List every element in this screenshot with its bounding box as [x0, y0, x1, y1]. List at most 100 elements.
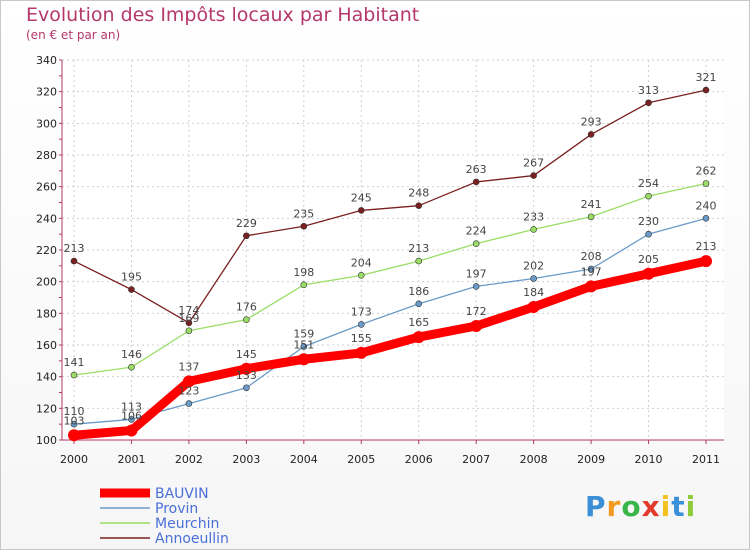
data-label-meurchin: 254: [638, 177, 659, 190]
data-label-bauvin: 103: [64, 414, 85, 427]
y-tick-label: 340: [36, 54, 57, 67]
data-point-bauvin: [700, 255, 712, 268]
data-point-bauvin: [642, 267, 655, 280]
data-label-meurchin: 233: [523, 210, 544, 223]
data-point-provin: [357, 321, 365, 328]
data-label-meurchin: 169: [178, 312, 199, 325]
data-point-meurchin: [128, 363, 135, 371]
data-label-annoeullin: 248: [408, 187, 429, 200]
data-label-bauvin: 197: [581, 265, 602, 278]
data-label-bauvin: 137: [178, 360, 199, 373]
data-label-meurchin: 204: [351, 256, 372, 269]
data-point-provin: [472, 283, 480, 290]
data-label-meurchin: 262: [696, 165, 717, 178]
series-layer: [68, 86, 712, 442]
data-label-meurchin: 176: [236, 301, 257, 314]
x-tick-label: 2006: [405, 453, 433, 466]
data-label-annoeullin: 174: [178, 304, 199, 317]
data-point-annoeullin: [645, 99, 652, 107]
x-tick-label: 2009: [577, 453, 605, 466]
data-point-provin: [185, 400, 193, 407]
data-point-bauvin: [470, 320, 483, 332]
data-point-meurchin: [530, 226, 537, 233]
series-line-meurchin: [73, 182, 707, 376]
data-point-annoeullin: [415, 202, 423, 209]
x-tick-label: 2008: [520, 453, 548, 466]
y-tick-label: 200: [36, 276, 57, 289]
data-point-annoeullin: [587, 131, 595, 138]
data-point-meurchin: [70, 371, 78, 379]
data-label-annoeullin: 321: [696, 71, 717, 84]
data-point-meurchin: [243, 316, 250, 323]
data-label-annoeullin: 263: [466, 163, 487, 176]
data-point-provin: [243, 384, 250, 392]
data-label-bauvin: 172: [466, 305, 487, 318]
y-tick-label: 160: [36, 339, 57, 352]
data-point-provin: [300, 343, 308, 350]
data-label-provin: 133: [236, 369, 257, 382]
data-point-bauvin: [240, 362, 253, 375]
y-tick-label: 260: [36, 181, 57, 194]
data-point-annoeullin: [185, 319, 193, 327]
data-label-annoeullin: 267: [523, 157, 544, 170]
x-tick-label: 2011: [692, 453, 720, 466]
data-point-bauvin: [182, 375, 195, 388]
data-point-bauvin: [297, 353, 310, 366]
data-point-meurchin: [185, 327, 193, 335]
data-point-bauvin: [527, 301, 540, 313]
series-line-annoeullin: [73, 89, 707, 324]
x-tick-label: 2010: [635, 453, 663, 466]
x-tick-label: 2003: [232, 453, 260, 466]
data-label-bauvin: 165: [408, 316, 429, 329]
logo-letter: P: [585, 490, 607, 523]
data-point-provin: [645, 230, 652, 238]
x-tick-label: 2002: [175, 453, 203, 466]
data-label-meurchin: 213: [408, 242, 429, 255]
data-point-annoeullin: [128, 286, 135, 293]
y-tick-label: 280: [36, 149, 57, 162]
data-label-meurchin: 224: [466, 225, 487, 238]
label-layer: 103 106 137 145 151 155 165 172 184 197 205 213 110 1…: [64, 71, 717, 427]
legend-label-annoeullin: Annoeullin: [155, 531, 229, 547]
data-point-meurchin: [587, 213, 595, 221]
data-label-annoeullin: 229: [236, 217, 257, 230]
axis-layer: 100 120 140 160 180 200 220 240 260 280 300 320 340 2…: [36, 54, 724, 466]
data-point-annoeullin: [472, 178, 480, 186]
data-point-annoeullin: [530, 172, 537, 179]
logo-letter: o: [621, 490, 642, 523]
data-point-annoeullin: [300, 222, 308, 230]
y-tick-label: 240: [36, 212, 57, 225]
logo-letter: r: [606, 490, 622, 523]
data-label-annoeullin: 235: [293, 207, 314, 220]
data-point-annoeullin: [357, 207, 365, 214]
data-label-provin: 113: [121, 400, 142, 413]
data-label-provin: 202: [523, 260, 544, 273]
data-point-bauvin: [355, 346, 368, 359]
grid-layer: [62, 59, 724, 441]
y-tick-label: 300: [36, 117, 57, 130]
data-point-meurchin: [357, 272, 365, 279]
legend-label-bauvin: BAUVIN: [155, 486, 209, 502]
data-label-bauvin: 151: [293, 338, 314, 351]
data-label-bauvin: 205: [638, 253, 659, 266]
x-tick-label: 2004: [290, 453, 318, 466]
logo-letter: x: [641, 490, 661, 523]
data-label-provin: 173: [351, 305, 372, 318]
data-label-bauvin: 213: [696, 240, 717, 253]
data-point-meurchin: [300, 281, 308, 289]
data-label-provin: 230: [638, 215, 659, 228]
y-tick-label: 120: [36, 402, 57, 415]
data-label-meurchin: 141: [64, 356, 85, 369]
data-point-bauvin: [412, 331, 425, 344]
data-point-annoeullin: [70, 257, 78, 265]
y-tick-label: 320: [36, 86, 57, 99]
x-tick-label: 2007: [462, 453, 490, 466]
data-label-bauvin: 106: [121, 410, 142, 423]
data-label-provin: 197: [466, 267, 487, 280]
data-point-provin: [128, 416, 135, 423]
data-label-provin: 240: [696, 199, 717, 212]
x-tick-label: 2001: [117, 453, 145, 466]
data-point-provin: [702, 215, 710, 222]
